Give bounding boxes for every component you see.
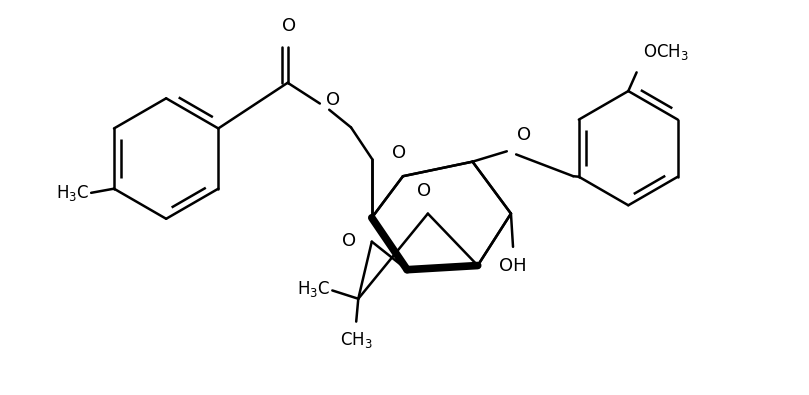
Text: $\mathregular{H_3C}$: $\mathregular{H_3C}$ [297,279,330,299]
Text: O: O [517,126,532,144]
Text: OH: OH [499,257,527,275]
Text: O: O [282,17,296,35]
Text: $\mathregular{H_3C}$: $\mathregular{H_3C}$ [56,183,89,203]
Text: O: O [326,91,341,109]
Text: O: O [392,144,406,162]
Text: $\mathregular{OCH_3}$: $\mathregular{OCH_3}$ [643,42,688,62]
Text: O: O [342,231,356,250]
Text: $\mathregular{CH_3}$: $\mathregular{CH_3}$ [340,330,373,350]
Text: O: O [417,182,430,200]
